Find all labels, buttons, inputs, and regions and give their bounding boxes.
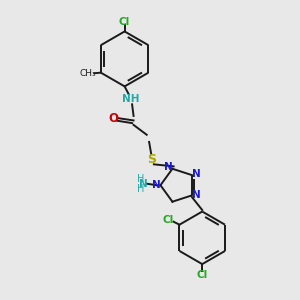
Text: N: N (152, 180, 161, 190)
Text: N: N (164, 162, 172, 172)
Text: N: N (192, 169, 200, 178)
Text: H: H (137, 174, 145, 184)
Text: Cl: Cl (196, 270, 208, 280)
Text: N: N (139, 179, 148, 189)
Text: O: O (108, 112, 118, 124)
Text: Cl: Cl (163, 215, 174, 225)
Text: H: H (137, 184, 145, 194)
Text: CH₃: CH₃ (80, 69, 97, 78)
Text: N: N (192, 190, 201, 200)
Text: Cl: Cl (119, 17, 130, 27)
Text: NH: NH (122, 94, 140, 104)
Text: S: S (147, 153, 156, 167)
